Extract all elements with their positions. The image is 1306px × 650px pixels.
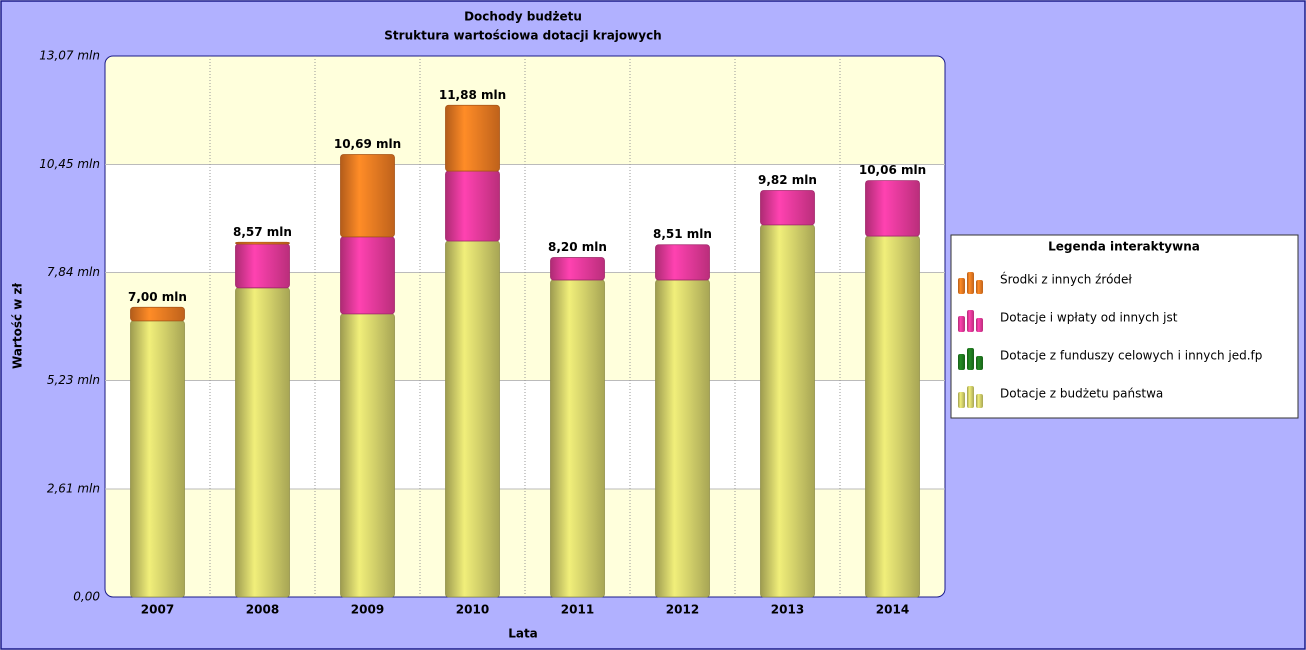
chart-title: Dochody budżetu	[464, 10, 582, 24]
bar-segment	[865, 235, 920, 598]
bar-segment	[865, 180, 920, 237]
bar-segment	[340, 154, 395, 238]
y-tick-label: 7,84 mln	[47, 265, 100, 279]
legend-box	[950, 234, 1299, 419]
bar-segment	[445, 170, 500, 242]
y-tick-label: 2,61 mln	[47, 481, 100, 495]
legend-title: Legenda interaktywna	[1048, 240, 1200, 254]
legend: Legenda interaktywna Środki z innych źró…	[950, 234, 1299, 419]
bar-segment	[550, 279, 605, 598]
bar-segment	[655, 279, 710, 598]
bar-total-label: 10,06 mln	[859, 163, 926, 177]
bar-total-label: 10,69 mln	[334, 137, 401, 151]
bar-segment	[235, 287, 290, 598]
y-tick-label: 13,07 mln	[39, 49, 100, 63]
bar-segment	[760, 224, 815, 598]
x-tick-label: 2007	[141, 603, 174, 617]
bar-total-label: 11,88 mln	[439, 88, 506, 102]
bar-segment	[130, 306, 185, 322]
bar-segment	[235, 243, 290, 289]
y-axis-label: Wartość w zł	[11, 282, 25, 368]
bar-segment	[445, 240, 500, 598]
x-tick-label: 2012	[666, 603, 699, 617]
plot-area: 0,00 2,61 mln 5,23 mln 7,84 mln 10,45 mln 13,…	[39, 49, 946, 617]
bar-total-label: 7,00 mln	[128, 290, 187, 304]
x-tick-label: 2010	[456, 603, 489, 617]
x-tick-label: 2008	[246, 603, 279, 617]
bar-total-label: 8,20 mln	[548, 240, 607, 254]
bar-segment	[760, 190, 815, 226]
legend-label: Dotacje z budżetu państwa	[1000, 387, 1163, 401]
bar-total-label: 9,82 mln	[758, 173, 817, 187]
legend-item[interactable]: Dotacje z funduszy celowych i innych jed…	[958, 348, 1262, 370]
legend-label: Dotacje z funduszy celowych i innych jed…	[1000, 349, 1262, 363]
legend-item[interactable]: Dotacje i wpłaty od innych jst	[958, 310, 1178, 332]
x-axis-label: Lata	[508, 627, 538, 641]
chart-subtitle: Struktura wartościowa dotacji krajowych	[384, 29, 661, 43]
y-tick-label: 5,23 mln	[47, 373, 100, 387]
bar-segment	[655, 244, 710, 281]
bar-segment	[340, 313, 395, 598]
legend-item[interactable]: Dotacje z budżetu państwa	[958, 386, 1163, 408]
legend-label: Środki z innych źródeł	[1000, 272, 1132, 287]
legend-label: Dotacje i wpłaty od innych jst	[1000, 311, 1178, 325]
x-tick-label: 2013	[771, 603, 804, 617]
x-tick-label: 2014	[876, 603, 909, 617]
x-tick-label: 2011	[561, 603, 594, 617]
legend-item[interactable]: Środki z innych źródeł	[958, 272, 1132, 295]
bar-segment	[445, 104, 500, 172]
bar-total-label: 8,57 mln	[233, 225, 292, 239]
bar-segment	[550, 257, 605, 281]
bar-segment	[340, 236, 395, 315]
bar-segment	[235, 241, 290, 245]
bar-segment	[130, 320, 185, 598]
bar-total-label: 8,51 mln	[653, 227, 712, 241]
x-tick-label: 2009	[351, 603, 384, 617]
y-tick-label: 0,00	[73, 590, 100, 604]
y-tick-label: 10,45 mln	[39, 157, 100, 171]
